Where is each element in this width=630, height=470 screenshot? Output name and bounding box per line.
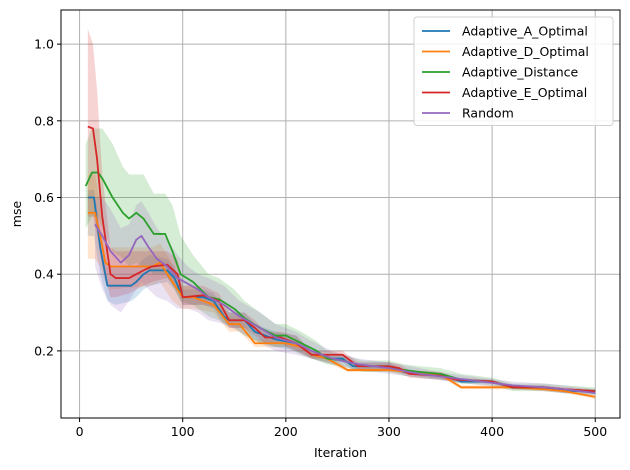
y-tick-label: 0.8: [34, 113, 54, 128]
series-lines: [84, 125, 596, 398]
confidence-band: [85, 128, 596, 395]
legend-label: Adaptive_D_Optimal: [462, 44, 589, 59]
legend-label: Adaptive_A_Optimal: [462, 24, 588, 39]
y-tick-label: 0.4: [34, 267, 54, 282]
series-line: [94, 223, 596, 394]
confidence-band: [87, 189, 596, 394]
y-tick-label: 1.0: [34, 37, 54, 52]
series-line: [87, 211, 596, 398]
x-tick-label: 0: [76, 424, 84, 439]
x-tick-label: 100: [171, 424, 195, 439]
legend-label: Adaptive_Distance: [462, 65, 579, 80]
y-tick-label: 0.2: [34, 343, 54, 358]
x-axis-ticks: 0 100 200 300 400 500: [76, 418, 607, 439]
legend-label: Adaptive_E_Optimal: [462, 85, 587, 100]
plot-frame: [60, 9, 621, 419]
x-tick-label: 300: [377, 424, 401, 439]
x-tick-label: 400: [480, 424, 504, 439]
x-tick-label: 500: [583, 424, 607, 439]
legend-label: Random: [462, 106, 514, 121]
confidence-band: [87, 174, 596, 399]
x-axis-label: Iteration: [314, 445, 367, 460]
legend: Adaptive_A_Optimal Adaptive_D_Optimal Adap…: [413, 16, 614, 126]
y-axis-ticks: 0.2 0.4 0.6 0.8 1.0: [34, 37, 61, 358]
x-tick-label: 200: [274, 424, 298, 439]
legend-box: [413, 16, 614, 126]
y-tick-label: 0.6: [34, 190, 54, 205]
y-axis-label: mse: [9, 201, 24, 228]
